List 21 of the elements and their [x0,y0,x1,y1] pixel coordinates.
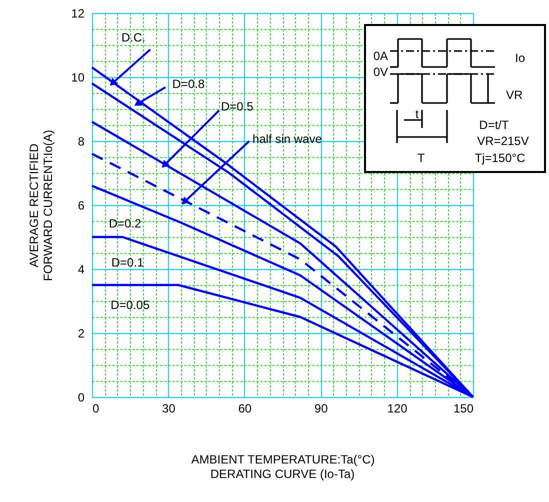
x-tick-label: 30 [162,402,176,416]
x-tick-label: 0 [92,402,100,416]
y-tick-label: 8 [78,134,85,148]
annotation: D=0.05 [110,298,150,312]
y-tick-label: 10 [71,70,85,84]
y-tick-label: 2 [78,326,85,340]
y-tick-label: 6 [78,198,85,212]
x-tick-label: 150 [453,402,474,416]
annotation: D=0.2 [108,216,142,231]
annotation: D.C. [121,30,146,44]
text: DERATING CURVE (Io-Ta) [210,467,355,481]
annotation: D=0.1 [111,256,144,270]
x-tick-label: 120 [387,402,408,416]
x-axis-title: AMBIENT TEMPERATURE:Ta(°C) [191,452,375,466]
x-tick-label: 60 [238,402,252,416]
y-tick-label: 0 [78,390,85,404]
x-tick-label: 90 [314,402,328,416]
annotation: D=0.8 [172,77,205,92]
y-axis-title: AVERAGE RECTIFIED FORWARD CURRENT:Io(A) [27,130,56,282]
y-tick-label: 4 [78,262,85,276]
y-tick-label: 12 [71,6,85,20]
